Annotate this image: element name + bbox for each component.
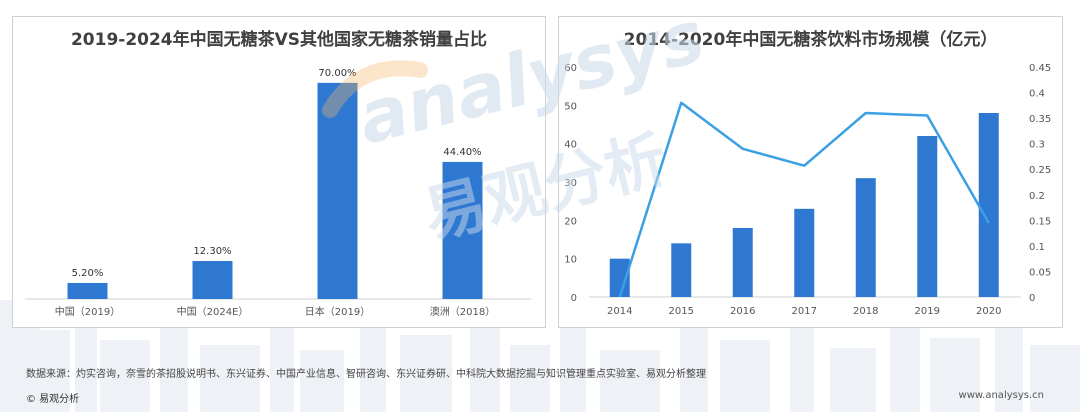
- chart-title-right: 2014-2020年中国无糖茶饮料市场规模（亿元）: [623, 30, 998, 50]
- y-right-tick-label: 0.45: [1029, 63, 1051, 74]
- y-right-tick-label: 0: [1029, 293, 1035, 304]
- x-tick-label: 2019: [915, 306, 940, 317]
- copyright-label: © 易观分析: [26, 394, 80, 405]
- bar: [978, 113, 999, 297]
- bar: [917, 136, 938, 297]
- x-tick-label: 中国（2019）: [55, 305, 120, 318]
- x-tick-label: 澳洲（2018）: [430, 305, 495, 318]
- y-right-tick-label: 0.15: [1029, 216, 1051, 227]
- y-left-tick-label: 30: [564, 178, 577, 189]
- bar: [609, 258, 630, 297]
- bar-chart-sales-share: 5.20% 中国（2019） 12.30% 中国（2024E） 70.00% 日本（201…: [25, 68, 531, 318]
- data-label: 44.40%: [443, 147, 481, 158]
- bar: [794, 208, 815, 297]
- x-tick-label: 2017: [792, 306, 817, 317]
- x-tick-label: 2014: [607, 306, 632, 317]
- x-tick-label: 2016: [730, 306, 755, 317]
- y-left-tick-label: 0: [571, 293, 577, 304]
- y-right-tick-label: 0.35: [1029, 114, 1051, 125]
- bar: [671, 243, 692, 297]
- y-left-tick-label: 40: [564, 140, 577, 151]
- y-left-tick-label: 60: [564, 63, 577, 74]
- y-left-tick-label: 20: [564, 216, 577, 227]
- bar: [317, 82, 358, 299]
- bar: [67, 282, 108, 299]
- combo-chart-market-size: 0 10 20 30 40 50 60 0 0.05 0.1 0.15 0.2 0.25 0.3 0.35 0…: [564, 63, 1051, 317]
- bar: [732, 228, 753, 297]
- y-left-tick-label: 50: [564, 101, 577, 112]
- data-label: 5.20%: [72, 268, 104, 279]
- bar: [855, 178, 876, 297]
- y-right-tick-label: 0.05: [1029, 267, 1051, 278]
- data-label: 70.00%: [318, 68, 356, 79]
- chart-panel-right: 2014-2020年中国无糖茶饮料市场规模（亿元） 0 10 20 30 40 50 60 0…: [558, 16, 1063, 328]
- growth-line: [618, 101, 990, 298]
- bar: [192, 261, 233, 299]
- chart-panel-left: 2019-2024年中国无糖茶VS其他国家无糖茶销量占比 5.20% 中国（201…: [12, 16, 546, 328]
- y-right-tick-label: 0.4: [1029, 89, 1045, 100]
- data-label: 12.30%: [193, 246, 231, 257]
- data-source-note: 数据来源：灼实咨询，奈雪的茶招股说明书、东兴证券、中国产业信息、智研咨询、东兴证…: [26, 369, 706, 380]
- x-tick-label: 中国（2024E）: [177, 305, 249, 318]
- x-tick-label: 2020: [976, 306, 1001, 317]
- y-right-tick-label: 0.1: [1029, 242, 1045, 253]
- x-tick-label: 2015: [669, 306, 694, 317]
- x-tick-label: 日本（2019）: [305, 305, 370, 318]
- y-right-tick-label: 0.3: [1029, 140, 1045, 151]
- y-right-tick-label: 0.2: [1029, 191, 1045, 202]
- bar: [442, 161, 483, 299]
- y-right-tick-label: 0.25: [1029, 165, 1051, 176]
- chart-title-left: 2019-2024年中国无糖茶VS其他国家无糖茶销量占比: [70, 30, 488, 50]
- y-left-tick-label: 10: [564, 255, 577, 266]
- website-link[interactable]: www.analysys.cn: [958, 390, 1044, 401]
- x-tick-label: 2018: [853, 306, 878, 317]
